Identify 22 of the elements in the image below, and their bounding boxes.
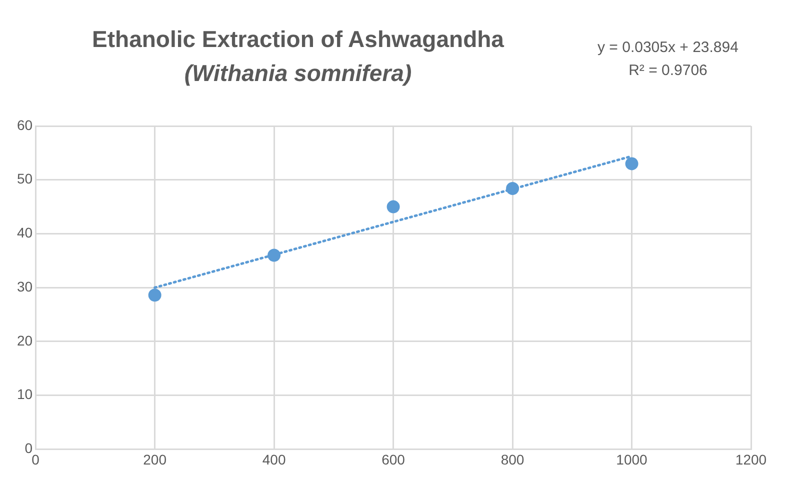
y-tick-label: 0 [24,440,33,456]
x-tick-label: 1200 [735,451,767,468]
point [625,157,638,170]
x-tick-label: 600 [382,451,406,468]
y-tick-label: 50 [16,170,33,187]
y-tick-label: 30 [16,278,33,294]
x-tick-label: 400 [262,451,286,468]
point [386,200,400,214]
y-tick-label: 20 [16,332,33,348]
text: y = 0.0305x + 23.894 [596,38,740,58]
point [268,248,281,262]
x-tick-label: 200 [143,451,167,468]
y-tick-label: 60 [16,116,33,133]
point [506,182,520,195]
y-tick-label: 10 [16,386,33,402]
y-tick-label: 40 [16,224,33,241]
chart-title: Ethanolic Extraction of Ashwagandha [91,25,505,54]
x-tick-label: 1000 [616,451,648,468]
point [148,288,162,302]
x-tick-label: 800 [500,451,524,468]
chart-subtitle: (Withania somnifera) [183,59,413,88]
text: R² = 0.9706 [628,61,708,81]
